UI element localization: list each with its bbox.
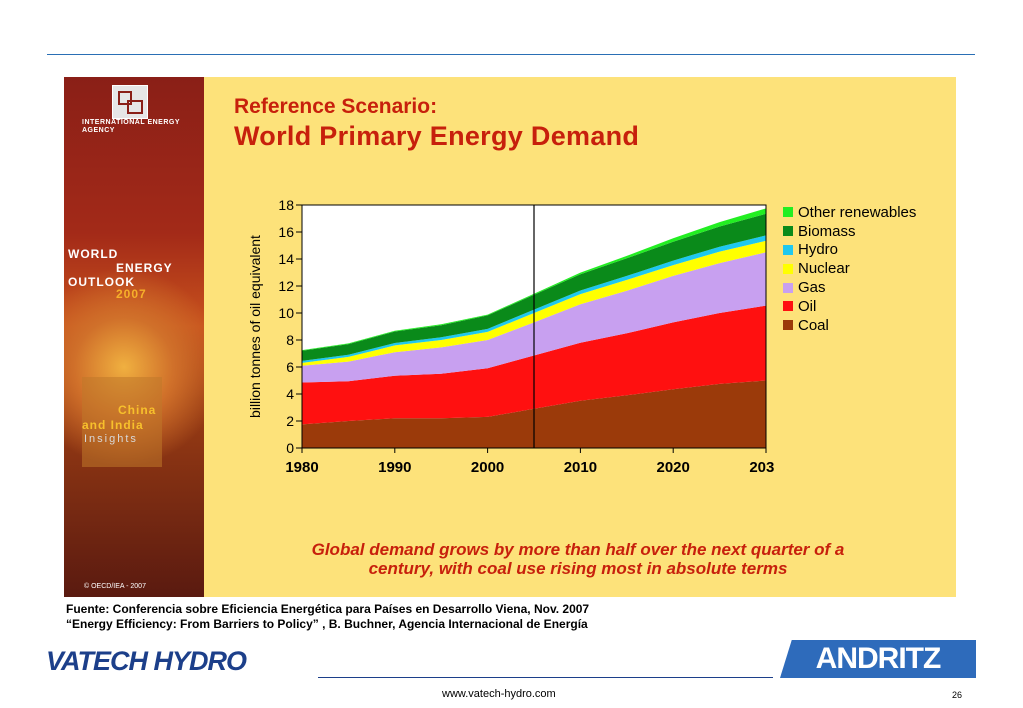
legend-label: Nuclear xyxy=(798,260,850,278)
area-other-renewables xyxy=(302,208,766,351)
y-tick-label: 18 xyxy=(278,197,294,213)
legend-item-coal: Coal xyxy=(783,316,916,335)
logo-vatech-text: VATECH xyxy=(46,646,148,676)
chart-note-line1: Global demand grows by more than half ov… xyxy=(311,540,845,559)
x-tick-label: 2000 xyxy=(471,459,504,476)
footer-url[interactable]: www.vatech-hydro.com xyxy=(442,688,556,700)
area-biomass xyxy=(302,213,766,361)
y-axis-label: billion tonnes of oil equivalent xyxy=(247,235,263,418)
legend-swatch xyxy=(783,263,793,274)
cover-title-energy: ENERGY xyxy=(116,261,173,275)
iea-name: INTERNATIONAL ENERGY AGENCY xyxy=(82,119,180,134)
cover-insight-india: and India xyxy=(82,418,144,432)
chart-note-line2: century, with coal use rising most in ab… xyxy=(368,559,788,578)
plot-border xyxy=(301,204,767,449)
cover-insight-china: China xyxy=(118,403,157,417)
legend-swatch xyxy=(783,320,793,331)
legend-swatch xyxy=(783,244,793,255)
cover-title-world: WORLD xyxy=(68,247,119,261)
y-tick-label: 14 xyxy=(278,251,294,267)
legend-label: Gas xyxy=(798,279,826,297)
area-hydro xyxy=(302,235,766,363)
x-tick-label: 1990 xyxy=(378,459,411,476)
source-citation: Fuente: Conferencia sobre Eficiencia Ene… xyxy=(66,602,589,632)
legend-swatch xyxy=(783,226,793,237)
area-nuclear xyxy=(302,240,766,366)
logo-hydro-text: HYDRO xyxy=(153,646,248,676)
y-tick-label: 4 xyxy=(286,386,294,402)
legend-item-other-renewables: Other renewables xyxy=(783,203,916,222)
legend-label: Other renewables xyxy=(798,203,917,221)
source-line-2: “Energy Efficiency: From Barriers to Pol… xyxy=(66,617,588,631)
legend-swatch xyxy=(783,207,793,218)
y-tick-label: 6 xyxy=(286,359,294,375)
chart-legend: Other renewables Biomass Hydro Nuclear Gas Oi… xyxy=(783,203,916,335)
legend-item-oil: Oil xyxy=(783,297,916,316)
cover-year: 2007 xyxy=(116,287,147,301)
cover-title-outlook: OUTLOOK xyxy=(68,275,135,289)
x-tick-label: 2010 xyxy=(564,459,597,476)
y-tick-label: 8 xyxy=(286,332,294,348)
x-tick-label: 2030 xyxy=(749,459,774,476)
y-tick-label: 0 xyxy=(286,440,294,456)
top-rule xyxy=(47,54,975,55)
vatech-hydro-logo: VATECH HYDRO xyxy=(46,646,248,677)
iea-logo-icon xyxy=(112,85,148,119)
slide-title: World Primary Energy Demand xyxy=(234,121,640,151)
legend-item-biomass: Biomass xyxy=(783,222,916,241)
chart-note: Global demand grows by more than half ov… xyxy=(228,540,928,578)
legend-item-nuclear: Nuclear xyxy=(783,259,916,278)
slide-subtitle: Reference Scenario: xyxy=(234,95,438,118)
slide-image: INTERNATIONAL ENERGY AGENCY WORLD ENERGY… xyxy=(64,77,956,597)
y-tick-label: 16 xyxy=(278,224,294,240)
legend-label: Coal xyxy=(798,316,829,334)
legend-label: Hydro xyxy=(798,241,839,259)
y-tick-label: 12 xyxy=(278,278,294,294)
legend-swatch xyxy=(783,301,793,312)
asia-map-shape xyxy=(82,377,162,467)
source-line-1: Fuente: Conferencia sobre Eficiencia Ene… xyxy=(66,602,590,616)
area-gas xyxy=(302,252,766,383)
legend-swatch xyxy=(783,282,793,293)
legend-label: Oil xyxy=(798,297,817,315)
copyright-text: © OECD/IEA - 2007 xyxy=(84,583,146,590)
cover-insight-insights: Insights xyxy=(84,433,138,445)
y-tick-label: 10 xyxy=(278,305,294,321)
x-tick-label: 1980 xyxy=(285,459,318,476)
legend-item-gas: Gas xyxy=(783,278,916,297)
footer-rule xyxy=(318,677,773,678)
y-tick-label: 2 xyxy=(286,413,294,429)
x-tick-label: 2020 xyxy=(657,459,690,476)
andritz-logo: ANDRITZ xyxy=(780,640,976,678)
page-number: 26 xyxy=(952,690,963,700)
energy-demand-chart: 0 2 4 6 8 10 12 14 16 18 1980 1990 2000 2010 2020 2030 b… xyxy=(247,197,774,476)
legend-label: Biomass xyxy=(798,222,856,240)
legend-item-hydro: Hydro xyxy=(783,241,916,260)
report-cover: INTERNATIONAL ENERGY AGENCY WORLD ENERGY… xyxy=(64,77,204,597)
